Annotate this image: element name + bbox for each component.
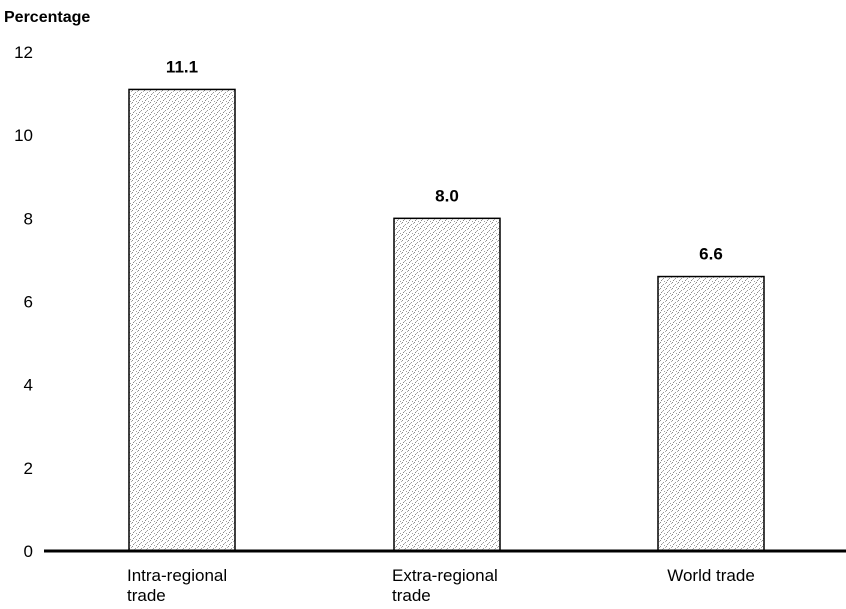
bar-extra-regional: [393, 217, 501, 552]
category-label-world: World trade: [667, 566, 755, 585]
category-label-extra-regional: trade: [392, 586, 431, 605]
category-label-extra-regional: Extra-regional: [392, 566, 498, 585]
y-tick-label: 8: [24, 209, 33, 228]
data-labels-group: 11.1 8.0 6.6: [166, 57, 723, 263]
data-label-world: 6.6: [699, 245, 723, 264]
category-labels-group: Intra-regionaltradeExtra-regionaltradeWo…: [127, 566, 755, 605]
y-axis-title: Percentage: [4, 9, 90, 26]
bar-intra-regional: [128, 88, 236, 552]
y-tick-label: 6: [24, 293, 33, 312]
y-tick-label: 12: [14, 43, 33, 62]
y-tick-label: 2: [24, 459, 33, 478]
y-tick-label: 4: [24, 376, 33, 395]
y-tick-label: 0: [24, 542, 33, 561]
y-axis-ticks: 0 2 4 6 8 10 12: [14, 43, 33, 561]
category-label-intra-regional: Intra-regional: [127, 566, 227, 585]
category-label-intra-regional: trade: [127, 586, 166, 605]
data-label-intra-regional: 11.1: [166, 57, 198, 76]
bar-world: [657, 275, 765, 552]
data-label-extra-regional: 8.0: [435, 186, 459, 205]
bars-group: [128, 88, 765, 552]
y-tick-label: 10: [14, 126, 33, 145]
